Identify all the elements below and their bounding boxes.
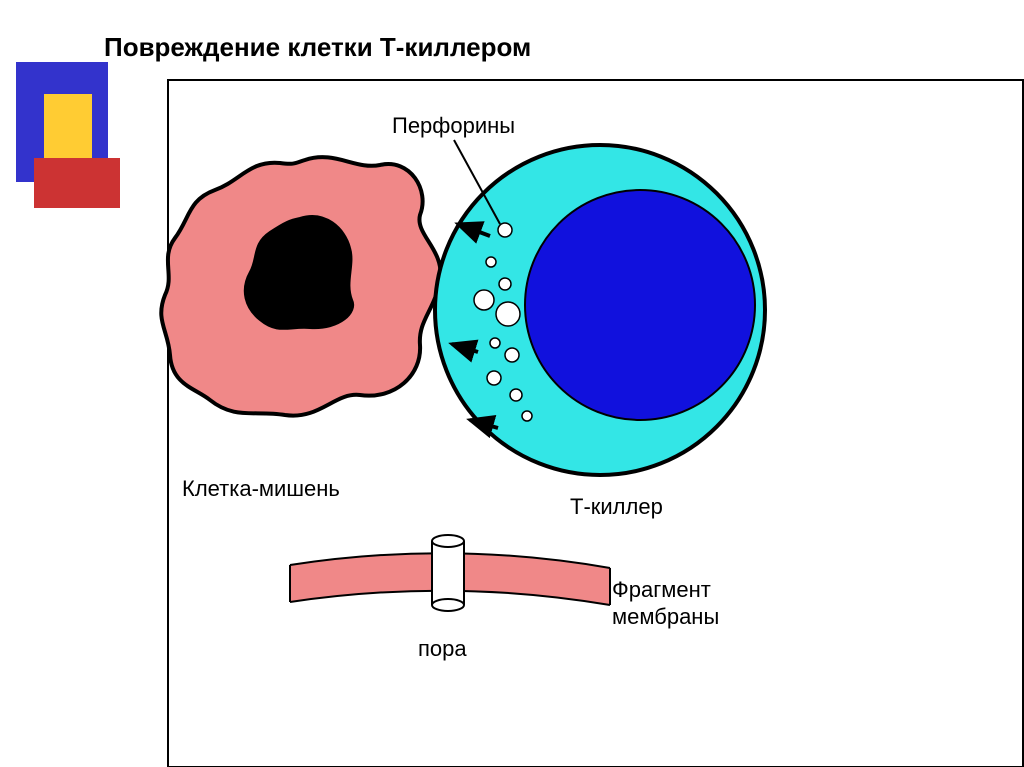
label-perforins: Перфорины (392, 113, 515, 139)
membrane-fragment (290, 535, 610, 611)
label-pore: пора (418, 636, 467, 662)
perforin-vesicle (474, 290, 494, 310)
label-target-cell: Клетка-мишень (182, 476, 340, 502)
perforin-vesicle (486, 257, 496, 267)
pore-cylinder-part (432, 535, 464, 547)
tkiller-nucleus (525, 190, 755, 420)
pore-cylinder-part (432, 541, 464, 605)
label-fragment-line1: Фрагмент (612, 577, 711, 603)
perforin-vesicle (499, 278, 511, 290)
perforin-vesicle (487, 371, 501, 385)
diagram-canvas: Повреждение клетки Т-киллером Перфорины … (0, 0, 1024, 767)
label-fragment-line2: мембраны (612, 604, 719, 630)
perforin-vesicle (510, 389, 522, 401)
perforin-vesicle (496, 302, 520, 326)
perforin-vesicle (505, 348, 519, 362)
perforin-vesicle (490, 338, 500, 348)
perforin-vesicle (498, 223, 512, 237)
perforin-vesicle (522, 411, 532, 421)
pore-cylinder-part (432, 599, 464, 611)
label-t-killer: Т-киллер (570, 494, 663, 520)
